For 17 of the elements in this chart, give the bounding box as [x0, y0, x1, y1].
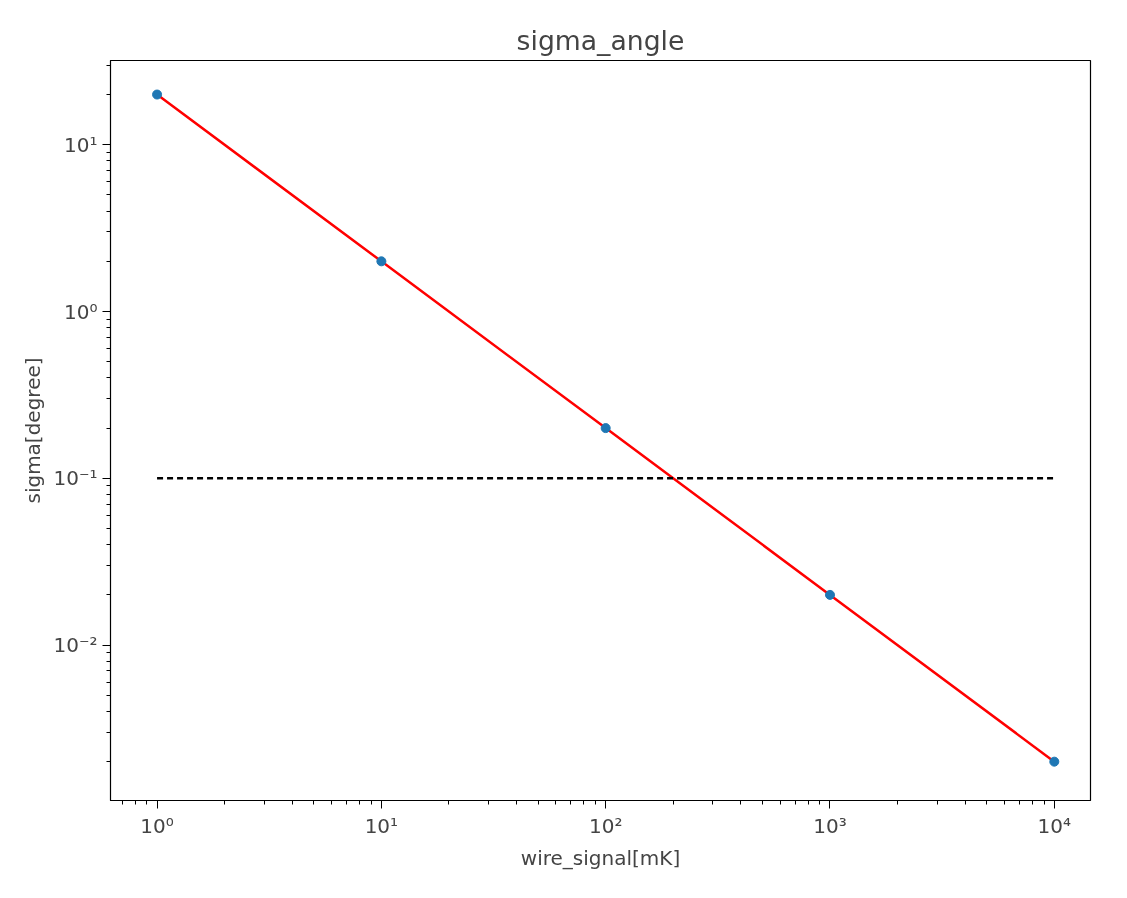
point	[1049, 756, 1060, 767]
y-tick-label: 10¹	[64, 132, 98, 157]
x-tick-label: 10⁴	[1037, 813, 1072, 838]
x-tick-label: 10¹	[364, 813, 399, 838]
x-tick-label: 10⁰	[140, 813, 174, 838]
y-tick-label: 10⁻²	[53, 633, 98, 658]
x-tick-label: 10³	[813, 813, 847, 838]
y-axis-title: sigma[degree]	[21, 357, 46, 504]
chart-title: sigma_angle	[516, 24, 685, 56]
x-axis-title: wire_signal[mK]	[520, 845, 681, 870]
point	[824, 589, 835, 600]
y-tick-label: 10⁰	[64, 299, 98, 324]
x-tick-label: 10²	[588, 813, 623, 838]
point	[376, 256, 387, 267]
point	[600, 423, 611, 434]
y-tick-label: 10⁻¹	[53, 466, 98, 491]
point	[152, 89, 163, 100]
